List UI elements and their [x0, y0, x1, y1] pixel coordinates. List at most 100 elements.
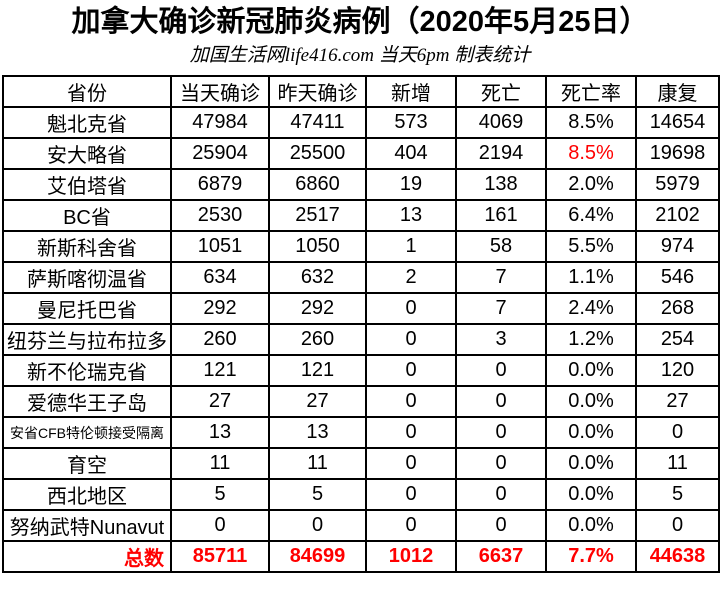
- province-name: 西北地区: [2, 478, 172, 511]
- new-cases: 2: [365, 261, 457, 294]
- deaths: 58: [455, 230, 547, 263]
- table-header-row: 省份 当天确诊 昨天确诊 新增 死亡 死亡率 康复: [2, 75, 720, 108]
- today-confirmed: 121: [170, 354, 270, 387]
- total-recovered: 44638: [635, 540, 720, 573]
- today-confirmed: 260: [170, 323, 270, 356]
- today-confirmed: 0: [170, 509, 270, 542]
- today-confirmed: 27: [170, 385, 270, 418]
- new-cases: 0: [365, 385, 457, 418]
- province-name: 育空: [2, 447, 172, 480]
- yesterday-confirmed: 1050: [268, 230, 367, 263]
- yesterday-confirmed: 5: [268, 478, 367, 511]
- province-name: 爱德华王子岛: [2, 385, 172, 418]
- covid-cases-table: 省份 当天确诊 昨天确诊 新增 死亡 死亡率 康复 魁北克省 47984 474…: [2, 75, 720, 573]
- death-rate: 6.4%: [545, 199, 637, 232]
- recovered: 5: [635, 478, 720, 511]
- yesterday-confirmed: 11: [268, 447, 367, 480]
- death-rate: 2.4%: [545, 292, 637, 325]
- new-cases: 13: [365, 199, 457, 232]
- province-name: BC省: [2, 199, 172, 232]
- yesterday-confirmed: 47411: [268, 106, 367, 139]
- death-rate: 0.0%: [545, 416, 637, 449]
- total-yesterday-confirmed: 84699: [268, 540, 367, 573]
- deaths: 0: [455, 447, 547, 480]
- total-today-confirmed: 85711: [170, 540, 270, 573]
- table-row-new-brunswick: 新不伦瑞克省 121 121 0 0 0.0% 120: [2, 354, 720, 387]
- death-rate: 5.5%: [545, 230, 637, 263]
- today-confirmed: 13: [170, 416, 270, 449]
- yesterday-confirmed: 2517: [268, 199, 367, 232]
- yesterday-confirmed: 25500: [268, 137, 367, 170]
- deaths: 138: [455, 168, 547, 201]
- yesterday-confirmed: 260: [268, 323, 367, 356]
- table-row-pei: 爱德华王子岛 27 27 0 0 0.0% 27: [2, 385, 720, 418]
- deaths: 161: [455, 199, 547, 232]
- province-name: 萨斯喀彻温省: [2, 261, 172, 294]
- death-rate: 8.5%: [545, 106, 637, 139]
- province-name: 艾伯塔省: [2, 168, 172, 201]
- deaths: 2194: [455, 137, 547, 170]
- new-cases: 573: [365, 106, 457, 139]
- recovered: 2102: [635, 199, 720, 232]
- yesterday-confirmed: 0: [268, 509, 367, 542]
- province-name: 曼尼托巴省: [2, 292, 172, 325]
- death-rate: 0.0%: [545, 354, 637, 387]
- column-header-yesterday-confirmed: 昨天确诊: [268, 75, 367, 108]
- deaths: 3: [455, 323, 547, 356]
- table-row-manitoba: 曼尼托巴省 292 292 0 7 2.4% 268: [2, 292, 720, 325]
- deaths: 0: [455, 509, 547, 542]
- total-label: 总数: [2, 540, 172, 573]
- table-row-quebec: 魁北克省 47984 47411 573 4069 8.5% 14654: [2, 106, 720, 139]
- table-row-saskatchewan: 萨斯喀彻温省 634 632 2 7 1.1% 546: [2, 261, 720, 294]
- yesterday-confirmed: 632: [268, 261, 367, 294]
- province-name: 魁北克省: [2, 106, 172, 139]
- today-confirmed: 1051: [170, 230, 270, 263]
- recovered: 268: [635, 292, 720, 325]
- new-cases: 0: [365, 354, 457, 387]
- province-name: 安大略省: [2, 137, 172, 170]
- table-row-bc: BC省 2530 2517 13 161 6.4% 2102: [2, 199, 720, 232]
- deaths: 4069: [455, 106, 547, 139]
- table-row-alberta: 艾伯塔省 6879 6860 19 138 2.0% 5979: [2, 168, 720, 201]
- death-rate: 1.1%: [545, 261, 637, 294]
- recovered: 5979: [635, 168, 720, 201]
- yesterday-confirmed: 13: [268, 416, 367, 449]
- total-death-rate: 7.7%: [545, 540, 637, 573]
- recovered: 27: [635, 385, 720, 418]
- page-title: 加拿大确诊新冠肺炎病例（2020年5月25日）: [71, 6, 649, 38]
- death-rate: 1.2%: [545, 323, 637, 356]
- today-confirmed: 25904: [170, 137, 270, 170]
- province-name: 安省CFB特伦顿接受隔离: [2, 416, 172, 449]
- column-header-deaths: 死亡: [455, 75, 547, 108]
- recovered: 11: [635, 447, 720, 480]
- yesterday-confirmed: 292: [268, 292, 367, 325]
- death-rate: 0.0%: [545, 385, 637, 418]
- new-cases: 0: [365, 416, 457, 449]
- recovered: 14654: [635, 106, 720, 139]
- death-rate-highlighted: 8.5%: [545, 137, 637, 170]
- death-rate: 2.0%: [545, 168, 637, 201]
- column-header-today-confirmed: 当天确诊: [170, 75, 270, 108]
- recovered: 0: [635, 416, 720, 449]
- death-rate: 0.0%: [545, 447, 637, 480]
- table-total-row: 总数 85711 84699 1012 6637 7.7% 44638: [2, 540, 720, 573]
- new-cases: 1: [365, 230, 457, 263]
- new-cases: 0: [365, 509, 457, 542]
- recovered: 254: [635, 323, 720, 356]
- yesterday-confirmed: 6860: [268, 168, 367, 201]
- recovered: 19698: [635, 137, 720, 170]
- deaths: 0: [455, 354, 547, 387]
- new-cases: 0: [365, 447, 457, 480]
- province-name: 努纳武特Nunavut: [2, 509, 172, 542]
- column-header-recovered: 康复: [635, 75, 720, 108]
- column-header-death-rate: 死亡率: [545, 75, 637, 108]
- today-confirmed: 11: [170, 447, 270, 480]
- deaths: 0: [455, 385, 547, 418]
- total-new-cases: 1012: [365, 540, 457, 573]
- deaths: 7: [455, 292, 547, 325]
- total-deaths: 6637: [455, 540, 547, 573]
- death-rate: 0.0%: [545, 509, 637, 542]
- source-watermark: 加国生活网life416.com 当天6pm 制表统计: [189, 45, 531, 66]
- recovered: 120: [635, 354, 720, 387]
- yesterday-confirmed: 27: [268, 385, 367, 418]
